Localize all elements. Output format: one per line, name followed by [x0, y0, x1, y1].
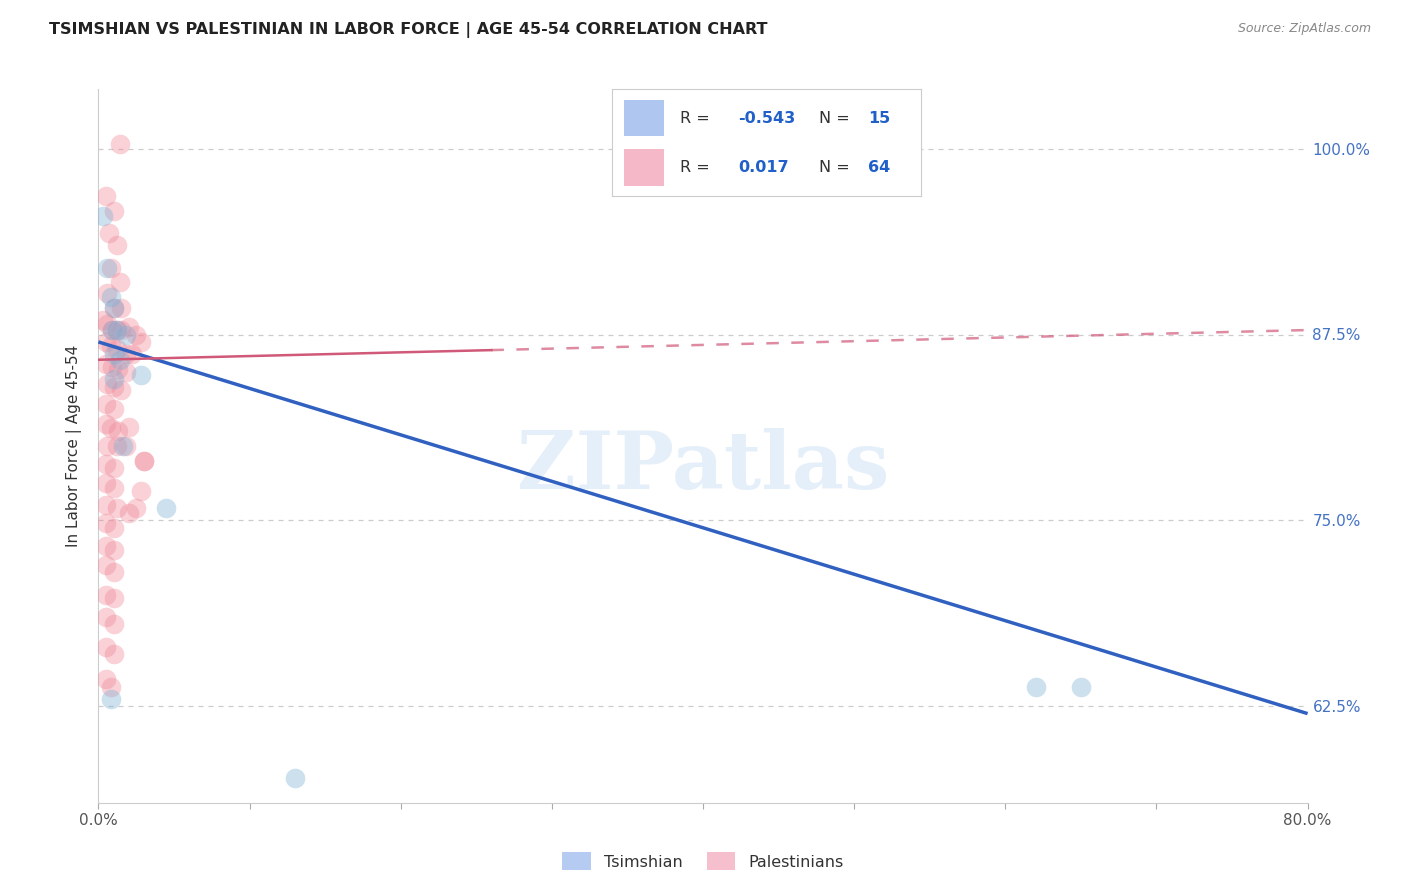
Text: R =: R =: [679, 160, 714, 175]
Point: [103, 617, 125, 632]
Text: TSIMSHIAN VS PALESTINIAN IN LABOR FORCE | AGE 45-54 CORRELATION CHART: TSIMSHIAN VS PALESTINIAN IN LABOR FORCE …: [49, 22, 768, 38]
Point: [103, 204, 125, 219]
Text: Source: ZipAtlas.com: Source: ZipAtlas.com: [1237, 22, 1371, 36]
Point: [118, 506, 141, 520]
Point: [107, 361, 129, 376]
Point: [101, 323, 124, 337]
Point: [103, 379, 125, 393]
Point: [94, 476, 117, 491]
Point: [96, 260, 118, 275]
Point: [96, 376, 118, 391]
Point: [129, 334, 152, 349]
Point: [108, 137, 131, 152]
Point: [284, 771, 307, 785]
Point: [94, 673, 117, 687]
Bar: [624, 100, 664, 136]
Text: R =: R =: [679, 111, 714, 126]
Point: [101, 360, 124, 375]
Bar: [624, 149, 664, 186]
Point: [96, 317, 118, 331]
Point: [103, 401, 125, 416]
Point: [114, 439, 136, 453]
Point: [94, 397, 117, 411]
Text: N =: N =: [818, 111, 855, 126]
Point: [105, 323, 128, 337]
Point: [108, 276, 131, 290]
Point: [103, 301, 125, 315]
Point: [1070, 680, 1092, 694]
Point: [111, 439, 134, 453]
Point: [94, 334, 117, 349]
Point: [118, 320, 141, 334]
Point: [129, 368, 152, 382]
Text: 64: 64: [869, 160, 890, 175]
Point: [96, 439, 118, 453]
Point: [91, 209, 114, 223]
Point: [110, 383, 132, 397]
Point: [94, 516, 117, 531]
Point: [103, 566, 125, 580]
Y-axis label: In Labor Force | Age 45-54: In Labor Force | Age 45-54: [66, 345, 83, 547]
Point: [100, 260, 122, 275]
Point: [105, 238, 128, 252]
Point: [103, 543, 125, 558]
Text: N =: N =: [818, 160, 855, 175]
Point: [129, 483, 152, 498]
Point: [91, 312, 114, 326]
Point: [114, 347, 136, 361]
Point: [94, 640, 117, 654]
Point: [114, 327, 136, 342]
Point: [103, 521, 125, 535]
Point: [100, 691, 122, 706]
Point: [100, 290, 122, 304]
Point: [103, 372, 125, 386]
Point: [100, 421, 122, 435]
Text: 15: 15: [869, 111, 890, 126]
Point: [125, 501, 148, 516]
Point: [94, 357, 117, 371]
Text: ZIPatlas: ZIPatlas: [517, 428, 889, 507]
Legend: Tsimshian, Palestinians: Tsimshian, Palestinians: [557, 846, 849, 877]
Point: [103, 591, 125, 605]
Point: [107, 424, 129, 438]
Point: [125, 327, 148, 342]
Point: [132, 454, 155, 468]
Point: [94, 189, 117, 203]
Point: [110, 323, 132, 337]
Point: [121, 347, 143, 361]
Point: [108, 352, 131, 367]
Point: [101, 323, 124, 337]
Point: [94, 610, 117, 624]
Point: [155, 501, 177, 516]
Point: [100, 680, 122, 694]
Point: [105, 439, 128, 453]
Point: [103, 347, 125, 361]
Point: [94, 417, 117, 431]
Point: [132, 454, 155, 468]
Point: [103, 647, 125, 661]
Point: [100, 339, 122, 353]
Point: [94, 588, 117, 602]
Point: [110, 301, 132, 315]
Point: [94, 457, 117, 471]
Point: [105, 501, 128, 516]
Point: [105, 323, 128, 337]
Text: 0.017: 0.017: [738, 160, 789, 175]
Point: [114, 365, 136, 379]
Point: [105, 343, 128, 357]
Point: [103, 301, 125, 315]
Text: -0.543: -0.543: [738, 111, 796, 126]
Point: [94, 499, 117, 513]
Point: [96, 285, 118, 300]
Point: [1024, 680, 1046, 694]
Point: [103, 461, 125, 475]
Point: [118, 419, 141, 434]
Point: [103, 481, 125, 495]
Point: [98, 227, 121, 241]
Point: [94, 539, 117, 553]
Point: [94, 558, 117, 572]
